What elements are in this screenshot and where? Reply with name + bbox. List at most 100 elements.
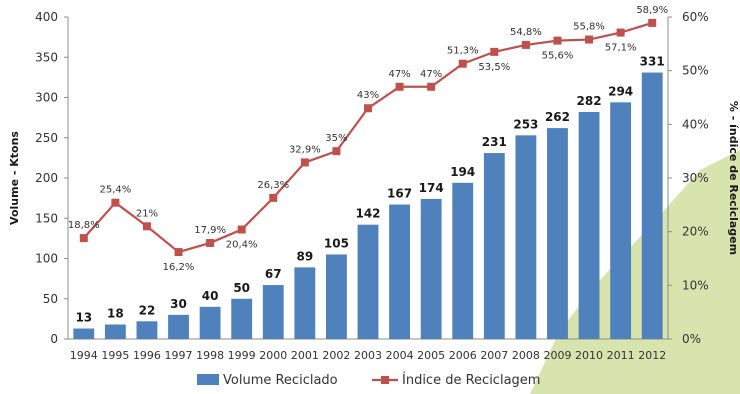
line-marker-2002: [332, 147, 341, 156]
x-tick-label: 2004: [386, 349, 414, 362]
bar-2000: [262, 285, 284, 339]
bar-2009: [547, 128, 568, 339]
bar-value-label: 174: [419, 181, 444, 195]
x-tick-label: 1996: [133, 349, 161, 362]
x-tick-label: 1994: [70, 349, 98, 362]
line-marker-2007: [490, 47, 499, 56]
y-tick-label: 400: [35, 10, 58, 24]
line-marker-2000: [269, 193, 278, 202]
bar-2006: [452, 182, 474, 339]
bar-value-label: 142: [355, 207, 380, 221]
bar-2011: [610, 102, 632, 339]
bar-1994: [73, 328, 95, 339]
x-tick-label: 2010: [575, 349, 603, 362]
bar-value-label: 253: [513, 117, 538, 131]
x-tick-label: 2002: [322, 349, 350, 362]
line-marker-1994: [79, 234, 88, 243]
line-marker-1997: [174, 248, 183, 257]
line-value-label: 54,8%: [510, 27, 542, 38]
y2-tick-label: 50%: [682, 64, 709, 78]
bar-2003: [357, 224, 379, 339]
line-marker-1995: [111, 198, 120, 207]
bar-data-labels: 13 18 22 30 40 50 67 89 105 142 167 174 194 231 253 262…: [75, 55, 664, 325]
line-value-label: 35%: [325, 133, 347, 144]
line-marker-2005: [427, 82, 436, 91]
legend-marker-rate: [381, 376, 389, 384]
x-tick-label: 2006: [449, 349, 477, 362]
line-value-label: 18,8%: [68, 220, 100, 231]
line-marker-2006: [458, 59, 467, 68]
y-tick-label: 300: [35, 91, 58, 105]
y2-tick-label: 20%: [682, 225, 709, 239]
x-axis-ticks: 1994 1995 1996 1997 1998 1999 2000 2001 2002 2003…: [70, 349, 666, 362]
y2-axis-ticks: 0% 10% 20% 30% 40% 50% 60%: [668, 10, 709, 346]
bar-value-label: 331: [640, 55, 665, 69]
bar-value-label: 40: [202, 289, 219, 303]
x-tick-label: 2003: [354, 349, 382, 362]
line-marker-2003: [364, 104, 372, 113]
line-value-label: 55,6%: [542, 51, 574, 62]
line-marker-2001: [300, 158, 309, 167]
bar-value-label: 262: [545, 110, 570, 124]
bar-value-label: 105: [324, 236, 349, 250]
bar-1995: [104, 324, 126, 339]
x-tick-label: 2011: [607, 349, 635, 362]
bar-2001: [294, 267, 316, 339]
line-value-label: 58,9%: [636, 5, 668, 16]
bar-value-label: 282: [577, 94, 602, 108]
bar-1996: [136, 321, 158, 339]
bar-value-label: 167: [387, 187, 412, 201]
line-value-label: 43%: [357, 90, 379, 101]
line-value-label: 47%: [420, 69, 442, 80]
line-value-label: 25,4%: [99, 185, 131, 196]
bar-value-label: 18: [107, 307, 124, 321]
line-marker-2004: [395, 82, 404, 91]
bar-value-label: 50: [233, 281, 250, 295]
line-value-label: 17,9%: [194, 225, 226, 236]
legend-label-rate: Índice de Reciclagem: [402, 372, 540, 388]
x-tick-label: 2007: [480, 349, 508, 362]
y-tick-label: 150: [35, 211, 58, 225]
bar-value-label: 194: [450, 165, 475, 179]
bar-1999: [231, 298, 253, 339]
y-tick-label: 200: [35, 171, 58, 185]
x-tick-label: 2005: [417, 349, 445, 362]
bar-value-label: 89: [296, 249, 313, 263]
line-data-labels: 18,8% 25,4% 21% 16,2% 17,9%20,4% 26,3% 32,9% 35…: [68, 5, 668, 273]
y-tick-label: 100: [35, 252, 58, 266]
x-tick-label: 1995: [101, 349, 129, 362]
line-value-label: 21%: [136, 208, 158, 219]
line-value-label: 53,5%: [478, 62, 510, 73]
line-marker-2010: [585, 35, 594, 44]
y-tick-label: 250: [35, 131, 58, 145]
line-value-label: 20,4%: [226, 240, 258, 251]
line-value-label: 32,9%: [289, 144, 321, 155]
line-marker-1998: [206, 238, 215, 247]
line-value-label: 51,3%: [447, 46, 479, 57]
y-axis-title-group: Volume - Ktons: [8, 131, 21, 225]
bar-value-label: 13: [75, 311, 92, 325]
x-tick-label: 2001: [291, 349, 319, 362]
y2-tick-label: 10%: [682, 278, 709, 292]
x-tick-label: 2000: [259, 349, 287, 362]
bar-2005: [420, 198, 442, 339]
line-marker-2012: [648, 18, 657, 27]
bar-series: [73, 72, 663, 340]
y-axis-ticks: 0 50 100 150 200 250 300 350 400: [35, 10, 68, 346]
line-value-label: 16,2%: [163, 262, 195, 273]
x-tick-label: 2012: [638, 349, 666, 362]
bar-value-label: 30: [170, 297, 187, 311]
legend: Volume Reciclado Índice de Reciclagem: [197, 372, 540, 388]
line-value-label: 26,3%: [257, 180, 289, 191]
line-value-label: 55,8%: [573, 22, 605, 33]
legend-label-volume: Volume Reciclado: [223, 373, 338, 388]
bar-1998: [199, 306, 221, 339]
line-series: [79, 18, 657, 257]
y-axis-title: Volume - Ktons: [8, 131, 21, 225]
bar-2004: [389, 204, 410, 339]
line-marker-2011: [616, 28, 625, 37]
y2-tick-label: 60%: [682, 10, 709, 24]
line-value-label: 57,1%: [605, 43, 637, 54]
y2-tick-label: 30%: [682, 171, 709, 185]
